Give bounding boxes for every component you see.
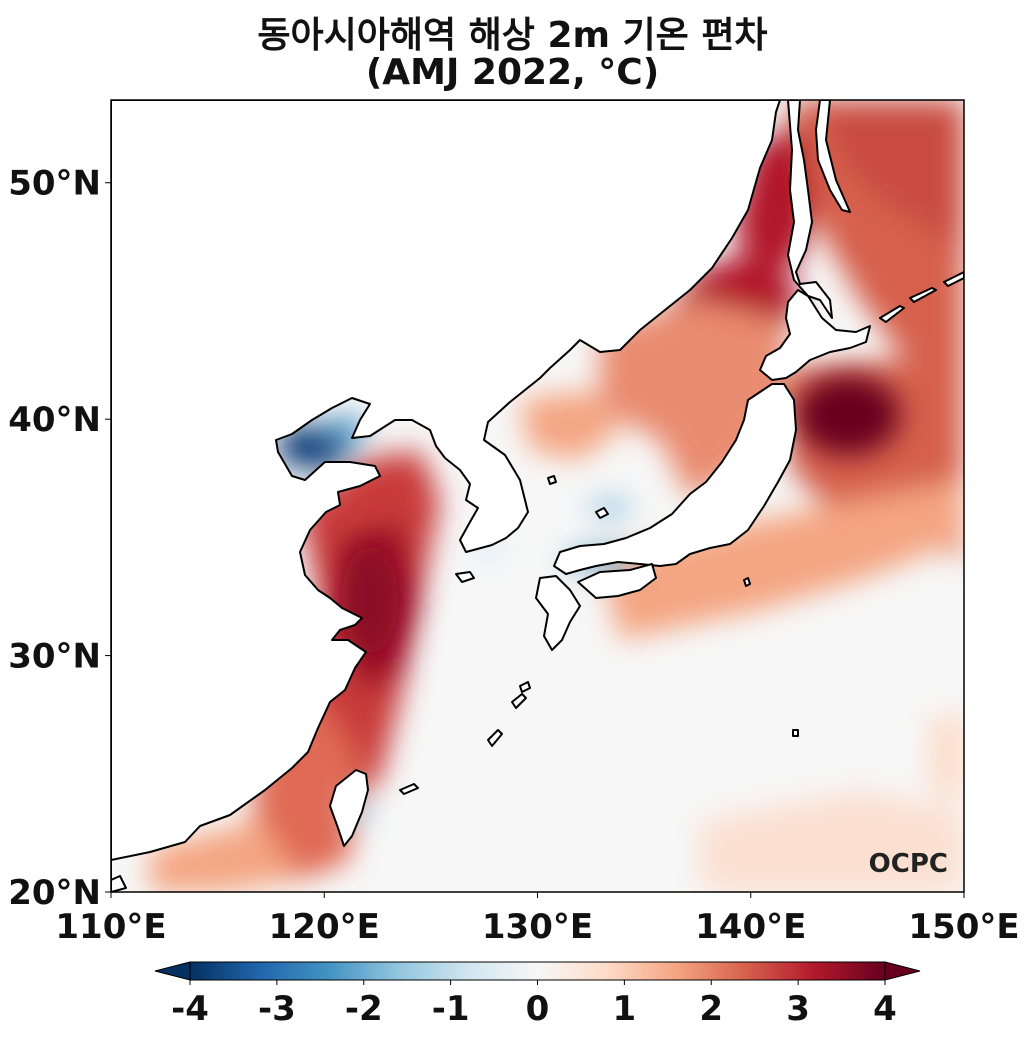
taiwan — [329, 769, 369, 847]
x-tick-label: 140°E — [695, 907, 806, 947]
colorbar-ticks: -4 -3 -2 -1 0 1 2 3 4 — [171, 980, 897, 1029]
ulleung — [547, 475, 557, 485]
colorbar-tick-label: 1 — [613, 989, 637, 1029]
kuril-1 — [879, 305, 905, 323]
x-tick-label: 110°E — [55, 907, 166, 947]
map-area: OCPC — [111, 100, 964, 892]
colorbar-tick-label: 3 — [786, 989, 810, 1029]
sakhalin — [787, 100, 833, 319]
jeju — [455, 571, 475, 583]
colorbar-tick-label: -1 — [432, 989, 470, 1029]
okinawa — [487, 729, 503, 747]
colorbar-extend-max — [884, 961, 921, 981]
minami — [792, 729, 799, 737]
hainan-tip — [111, 875, 127, 892]
x-tick-label: 150°E — [908, 907, 1019, 947]
map-subtitle: (AMJ 2022, °C) — [365, 52, 660, 93]
colorbar-extend-min — [154, 961, 191, 981]
colorbar-tick-label: 2 — [699, 989, 723, 1029]
x-tick-label: 120°E — [269, 907, 380, 947]
honshu — [553, 383, 797, 575]
amami — [511, 693, 527, 709]
colorbar: -4 -3 -2 -1 0 1 2 3 4 — [154, 961, 921, 1029]
sakishima — [399, 783, 419, 795]
y-tick-label: 30°N — [8, 637, 101, 677]
colorbar-tick-label: 0 — [526, 989, 550, 1029]
y-tick-label: 20°N — [8, 873, 101, 913]
map-title: 동아시아해역 해상 2m 기온 편차 — [257, 15, 768, 56]
colorbar-tick-label: -4 — [171, 989, 209, 1029]
shikoku — [577, 563, 657, 599]
colorbar-tick-label: -3 — [258, 989, 296, 1029]
x-axis-ticks: 110°E 120°E 130°E 140°E 150°E — [55, 892, 1020, 947]
land — [111, 100, 964, 892]
y-axis-ticks: 20°N 30°N 40°N 50°N — [8, 164, 111, 913]
x-tick-label: 130°E — [482, 907, 593, 947]
oki — [595, 507, 609, 519]
colorbar-tick-label: 4 — [873, 989, 897, 1029]
izu-1 — [743, 577, 751, 587]
colorbar-tick-label: -2 — [345, 989, 383, 1029]
y-tick-label: 50°N — [8, 164, 101, 204]
okhotsk-coast — [815, 100, 851, 213]
kyushu — [535, 575, 581, 651]
colorbar-gradient — [189, 961, 886, 981]
ocpc-watermark: OCPC — [869, 849, 948, 879]
hokkaido — [759, 289, 871, 381]
mainland — [111, 100, 781, 892]
kuril-3 — [943, 271, 964, 287]
kuril-2 — [909, 287, 937, 303]
tanega — [519, 681, 531, 693]
y-tick-label: 40°N — [8, 400, 101, 440]
